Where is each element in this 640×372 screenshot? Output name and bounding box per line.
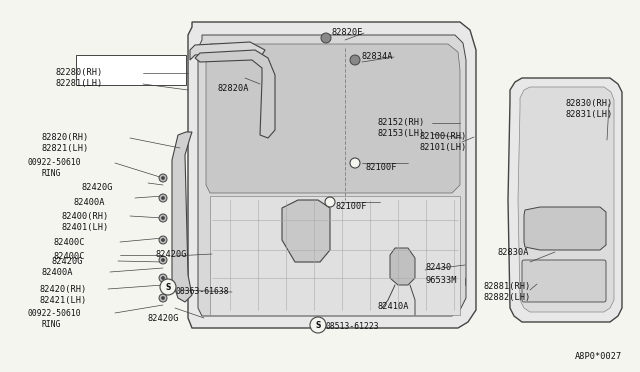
Text: RING: RING — [42, 169, 61, 178]
Text: 82820(RH): 82820(RH) — [42, 133, 89, 142]
Circle shape — [161, 238, 164, 241]
Text: 82882(LH): 82882(LH) — [483, 293, 531, 302]
Text: 82401(LH): 82401(LH) — [62, 223, 109, 232]
Text: 82820E: 82820E — [332, 28, 364, 37]
Circle shape — [161, 217, 164, 219]
Text: 82430: 82430 — [425, 263, 451, 272]
Text: 96533M: 96533M — [425, 276, 456, 285]
Circle shape — [161, 196, 164, 199]
Text: 82400A: 82400A — [42, 268, 74, 277]
Text: RING: RING — [42, 320, 61, 329]
FancyBboxPatch shape — [522, 260, 606, 302]
Text: 82101(LH): 82101(LH) — [420, 143, 467, 152]
Circle shape — [159, 194, 167, 202]
Text: 82400(RH): 82400(RH) — [62, 212, 109, 221]
Text: 82281(LH): 82281(LH) — [55, 79, 102, 88]
Text: 82400C: 82400C — [53, 238, 84, 247]
Bar — [76, 55, 186, 85]
Polygon shape — [206, 44, 460, 193]
Text: 00922-50610: 00922-50610 — [28, 158, 82, 167]
Text: 82100F: 82100F — [336, 202, 367, 211]
Circle shape — [161, 296, 164, 299]
Text: 82830(RH): 82830(RH) — [566, 99, 613, 108]
Circle shape — [161, 276, 164, 279]
Text: 00922-50610: 00922-50610 — [28, 309, 82, 318]
Circle shape — [310, 317, 326, 333]
Text: 82100(RH): 82100(RH) — [420, 132, 467, 141]
Text: A8P0*0027: A8P0*0027 — [575, 352, 622, 361]
Polygon shape — [282, 200, 330, 262]
Polygon shape — [210, 196, 460, 315]
Text: 82410A: 82410A — [378, 302, 410, 311]
Circle shape — [160, 279, 176, 295]
Polygon shape — [390, 248, 415, 285]
Text: 82830A: 82830A — [497, 248, 529, 257]
Circle shape — [159, 214, 167, 222]
Text: 82421(LH): 82421(LH) — [40, 296, 87, 305]
Circle shape — [159, 274, 167, 282]
Circle shape — [321, 33, 331, 43]
Polygon shape — [198, 35, 466, 316]
Text: 82420G: 82420G — [82, 183, 113, 192]
Text: 82420G: 82420G — [52, 257, 83, 266]
Text: 82152(RH): 82152(RH) — [378, 118, 425, 127]
Circle shape — [159, 294, 167, 302]
Text: 82280(RH): 82280(RH) — [55, 68, 102, 77]
Text: 82400A: 82400A — [73, 198, 104, 207]
Text: 82420G: 82420G — [156, 250, 188, 259]
Text: 82881(RH): 82881(RH) — [483, 282, 531, 291]
Text: 82420G: 82420G — [148, 314, 179, 323]
Polygon shape — [172, 132, 192, 302]
Polygon shape — [190, 42, 265, 60]
Polygon shape — [188, 22, 476, 328]
Text: 08363-61638: 08363-61638 — [176, 287, 230, 296]
Text: 82153(LH): 82153(LH) — [378, 129, 425, 138]
Text: 82400C: 82400C — [53, 252, 84, 261]
Circle shape — [159, 174, 167, 182]
Circle shape — [325, 197, 335, 207]
Text: 82820A: 82820A — [218, 84, 250, 93]
Circle shape — [161, 176, 164, 180]
Text: 08513-61223: 08513-61223 — [325, 322, 379, 331]
Text: 82834A: 82834A — [362, 52, 394, 61]
Circle shape — [159, 236, 167, 244]
Text: 82100F: 82100F — [365, 163, 397, 172]
Text: 82831(LH): 82831(LH) — [566, 110, 613, 119]
Text: 82420(RH): 82420(RH) — [40, 285, 87, 294]
Circle shape — [161, 259, 164, 262]
Text: S: S — [316, 321, 321, 330]
Circle shape — [159, 256, 167, 264]
Text: 82821(LH): 82821(LH) — [42, 144, 89, 153]
Polygon shape — [524, 207, 606, 250]
Text: S: S — [165, 282, 171, 292]
Polygon shape — [518, 87, 614, 312]
Circle shape — [350, 158, 360, 168]
Polygon shape — [195, 50, 275, 138]
Polygon shape — [508, 78, 622, 322]
Circle shape — [350, 55, 360, 65]
